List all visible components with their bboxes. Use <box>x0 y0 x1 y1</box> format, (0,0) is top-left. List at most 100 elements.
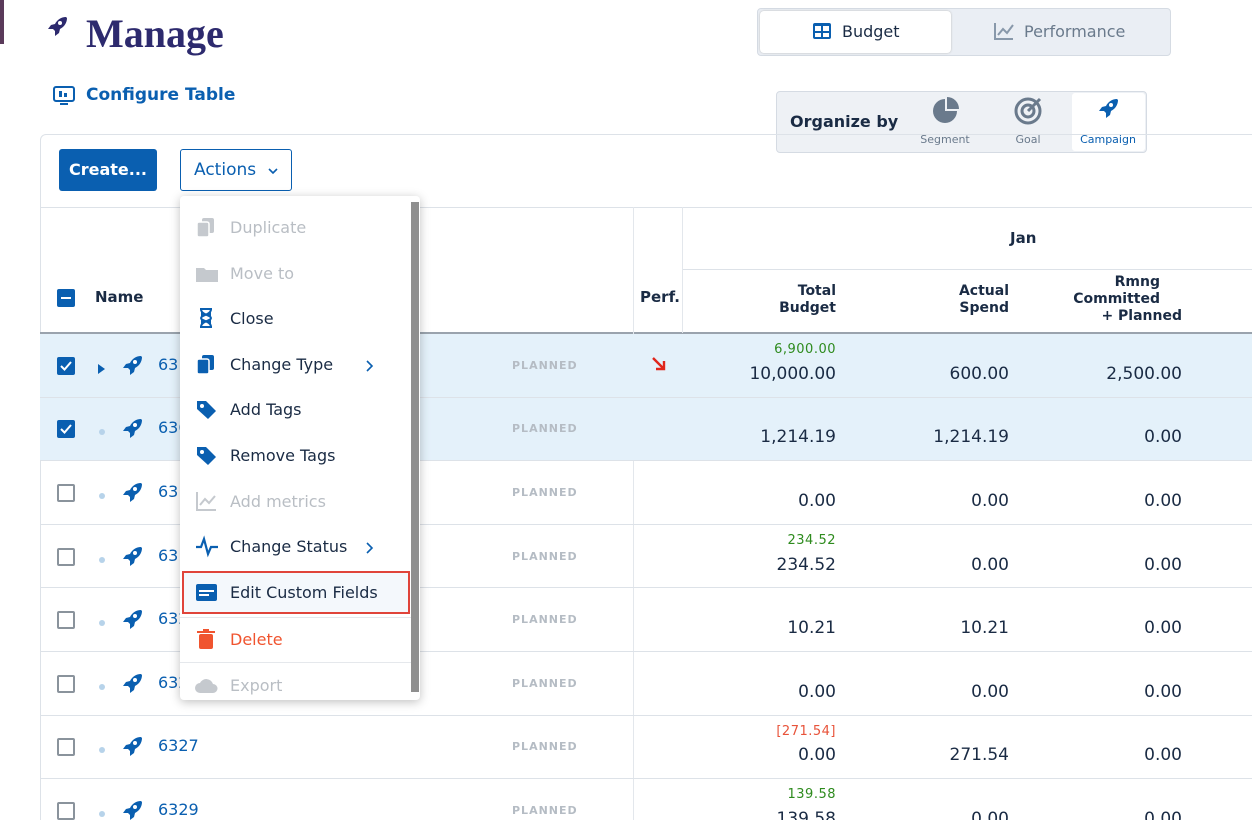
menu-item[interactable]: Close <box>230 309 274 328</box>
cell-actual: 0.00 <box>971 681 1009 702</box>
accent-bar <box>0 0 4 44</box>
row-bullet <box>97 487 107 506</box>
menu-item[interactable]: Change Status <box>230 537 348 556</box>
submenu-arrow <box>365 540 375 559</box>
header-line <box>40 207 1252 208</box>
budget-note: [271.54] <box>776 723 836 739</box>
organize-icon[interactable] <box>1013 96 1043 130</box>
actions-button[interactable]: Actions <box>180 149 292 191</box>
menu-item[interactable]: Add Tags <box>230 400 302 419</box>
header-line <box>40 332 1252 334</box>
menu-item-highlight <box>182 571 410 614</box>
menu-icon <box>195 262 219 290</box>
row-status: PLANNED <box>512 740 578 754</box>
cell-total: 139.58 <box>776 808 836 820</box>
menu-item[interactable]: Change Type <box>230 355 334 374</box>
select-all-checkbox[interactable] <box>57 289 75 307</box>
tab-label[interactable]: Budget <box>842 22 900 41</box>
row-status: PLANNED <box>512 549 578 563</box>
table-card <box>40 134 1252 820</box>
tab-icon <box>993 21 1015 45</box>
budget-note: 139.58 <box>787 787 836 803</box>
perf-indicator <box>651 356 667 376</box>
budget-note: 234.52 <box>787 532 836 548</box>
budget-note: 6,900.00 <box>774 342 836 357</box>
organize-option[interactable]: Goal <box>1015 133 1041 146</box>
organize-option[interactable]: Segment <box>920 133 970 146</box>
organize-icon[interactable] <box>930 96 960 130</box>
row-status: PLANNED <box>512 613 578 627</box>
menu-item[interactable]: Delete <box>230 630 283 649</box>
row-icon <box>120 544 144 572</box>
organize-option[interactable]: Campaign <box>1080 133 1136 146</box>
row-bullet <box>97 551 107 570</box>
row-name[interactable]: 6327 <box>158 736 199 756</box>
row-checkbox[interactable] <box>57 801 75 820</box>
row-bullet <box>97 614 107 633</box>
expand-toggle[interactable] <box>97 360 107 379</box>
menu-separator <box>180 662 411 663</box>
organize-icon[interactable] <box>1093 96 1123 130</box>
cell-actual: 0.00 <box>971 490 1009 511</box>
row-checkbox[interactable] <box>57 674 75 693</box>
cell-total: 0.00 <box>798 681 836 702</box>
menu-item[interactable]: Remove Tags <box>230 446 336 465</box>
cell-actual: 10.21 <box>960 618 1009 639</box>
cell-actual: 1,214.19 <box>933 427 1009 448</box>
row-bullet <box>97 741 107 760</box>
column-header: Committed <box>1073 291 1160 307</box>
table-row: 631 PLANNED 234.52 234.52 0.00 0.00 <box>40 525 1252 589</box>
configure-icon[interactable] <box>52 85 76 111</box>
row-checkbox[interactable] <box>57 547 75 566</box>
menu-icon <box>195 535 219 563</box>
row-checkbox[interactable] <box>57 738 75 757</box>
cell-remaining: 0.00 <box>1144 490 1182 511</box>
tab-label[interactable]: Performance <box>1024 22 1126 41</box>
logo-icon <box>38 14 76 56</box>
cell-total: 10,000.00 <box>749 363 836 384</box>
configure-table-link[interactable]: Configure Table <box>86 85 236 105</box>
row-name[interactable]: 63 <box>158 354 179 374</box>
row-icon <box>120 671 144 699</box>
table-row: 631 PLANNED 0.00 0.00 0.00 <box>40 461 1252 525</box>
cell-total: 1,214.19 <box>760 427 836 448</box>
column-header: Spend <box>959 300 1009 316</box>
column-header: Rmng <box>1114 274 1160 290</box>
perf-header: Perf. <box>640 288 680 306</box>
actions-label: Actions <box>194 160 257 180</box>
cell-actual: 271.54 <box>949 745 1009 766</box>
cell-remaining: 0.00 <box>1144 745 1182 766</box>
row-checkbox[interactable] <box>57 420 75 439</box>
cell-total: 10.21 <box>787 618 836 639</box>
row-checkbox[interactable] <box>57 483 75 502</box>
cell-remaining: 0.00 <box>1144 427 1182 448</box>
row-icon <box>120 416 144 444</box>
column-header: Actual <box>958 283 1009 299</box>
row-status: PLANNED <box>512 485 578 499</box>
menu-icon <box>195 307 219 335</box>
menu-icon <box>195 216 219 244</box>
submenu-arrow <box>365 358 375 377</box>
row-icon <box>120 353 144 381</box>
month-header: Jan <box>1010 229 1037 247</box>
table-row: 6329 PLANNED 139.58 139.58 0.00 0.00 <box>40 779 1252 820</box>
menu-item: Duplicate <box>230 218 307 237</box>
menu-item[interactable]: Edit Custom Fields <box>230 583 378 602</box>
row-checkbox[interactable] <box>57 611 75 630</box>
row-icon <box>120 607 144 635</box>
row-checkbox[interactable] <box>57 356 75 375</box>
header-line <box>682 269 1252 270</box>
cell-total: 0.00 <box>798 490 836 511</box>
row-bullet <box>97 678 107 697</box>
column-header: + Planned <box>1101 308 1182 324</box>
page-title: Manage <box>86 11 224 56</box>
cell-remaining: 0.00 <box>1144 618 1182 639</box>
col-divider <box>682 207 683 333</box>
menu-icon <box>195 490 219 518</box>
row-name[interactable]: 6329 <box>158 799 199 819</box>
tab-active[interactable] <box>760 11 951 53</box>
tab-icon <box>812 22 832 44</box>
menu-icon <box>195 581 219 609</box>
create-button[interactable]: Create... <box>59 149 157 191</box>
